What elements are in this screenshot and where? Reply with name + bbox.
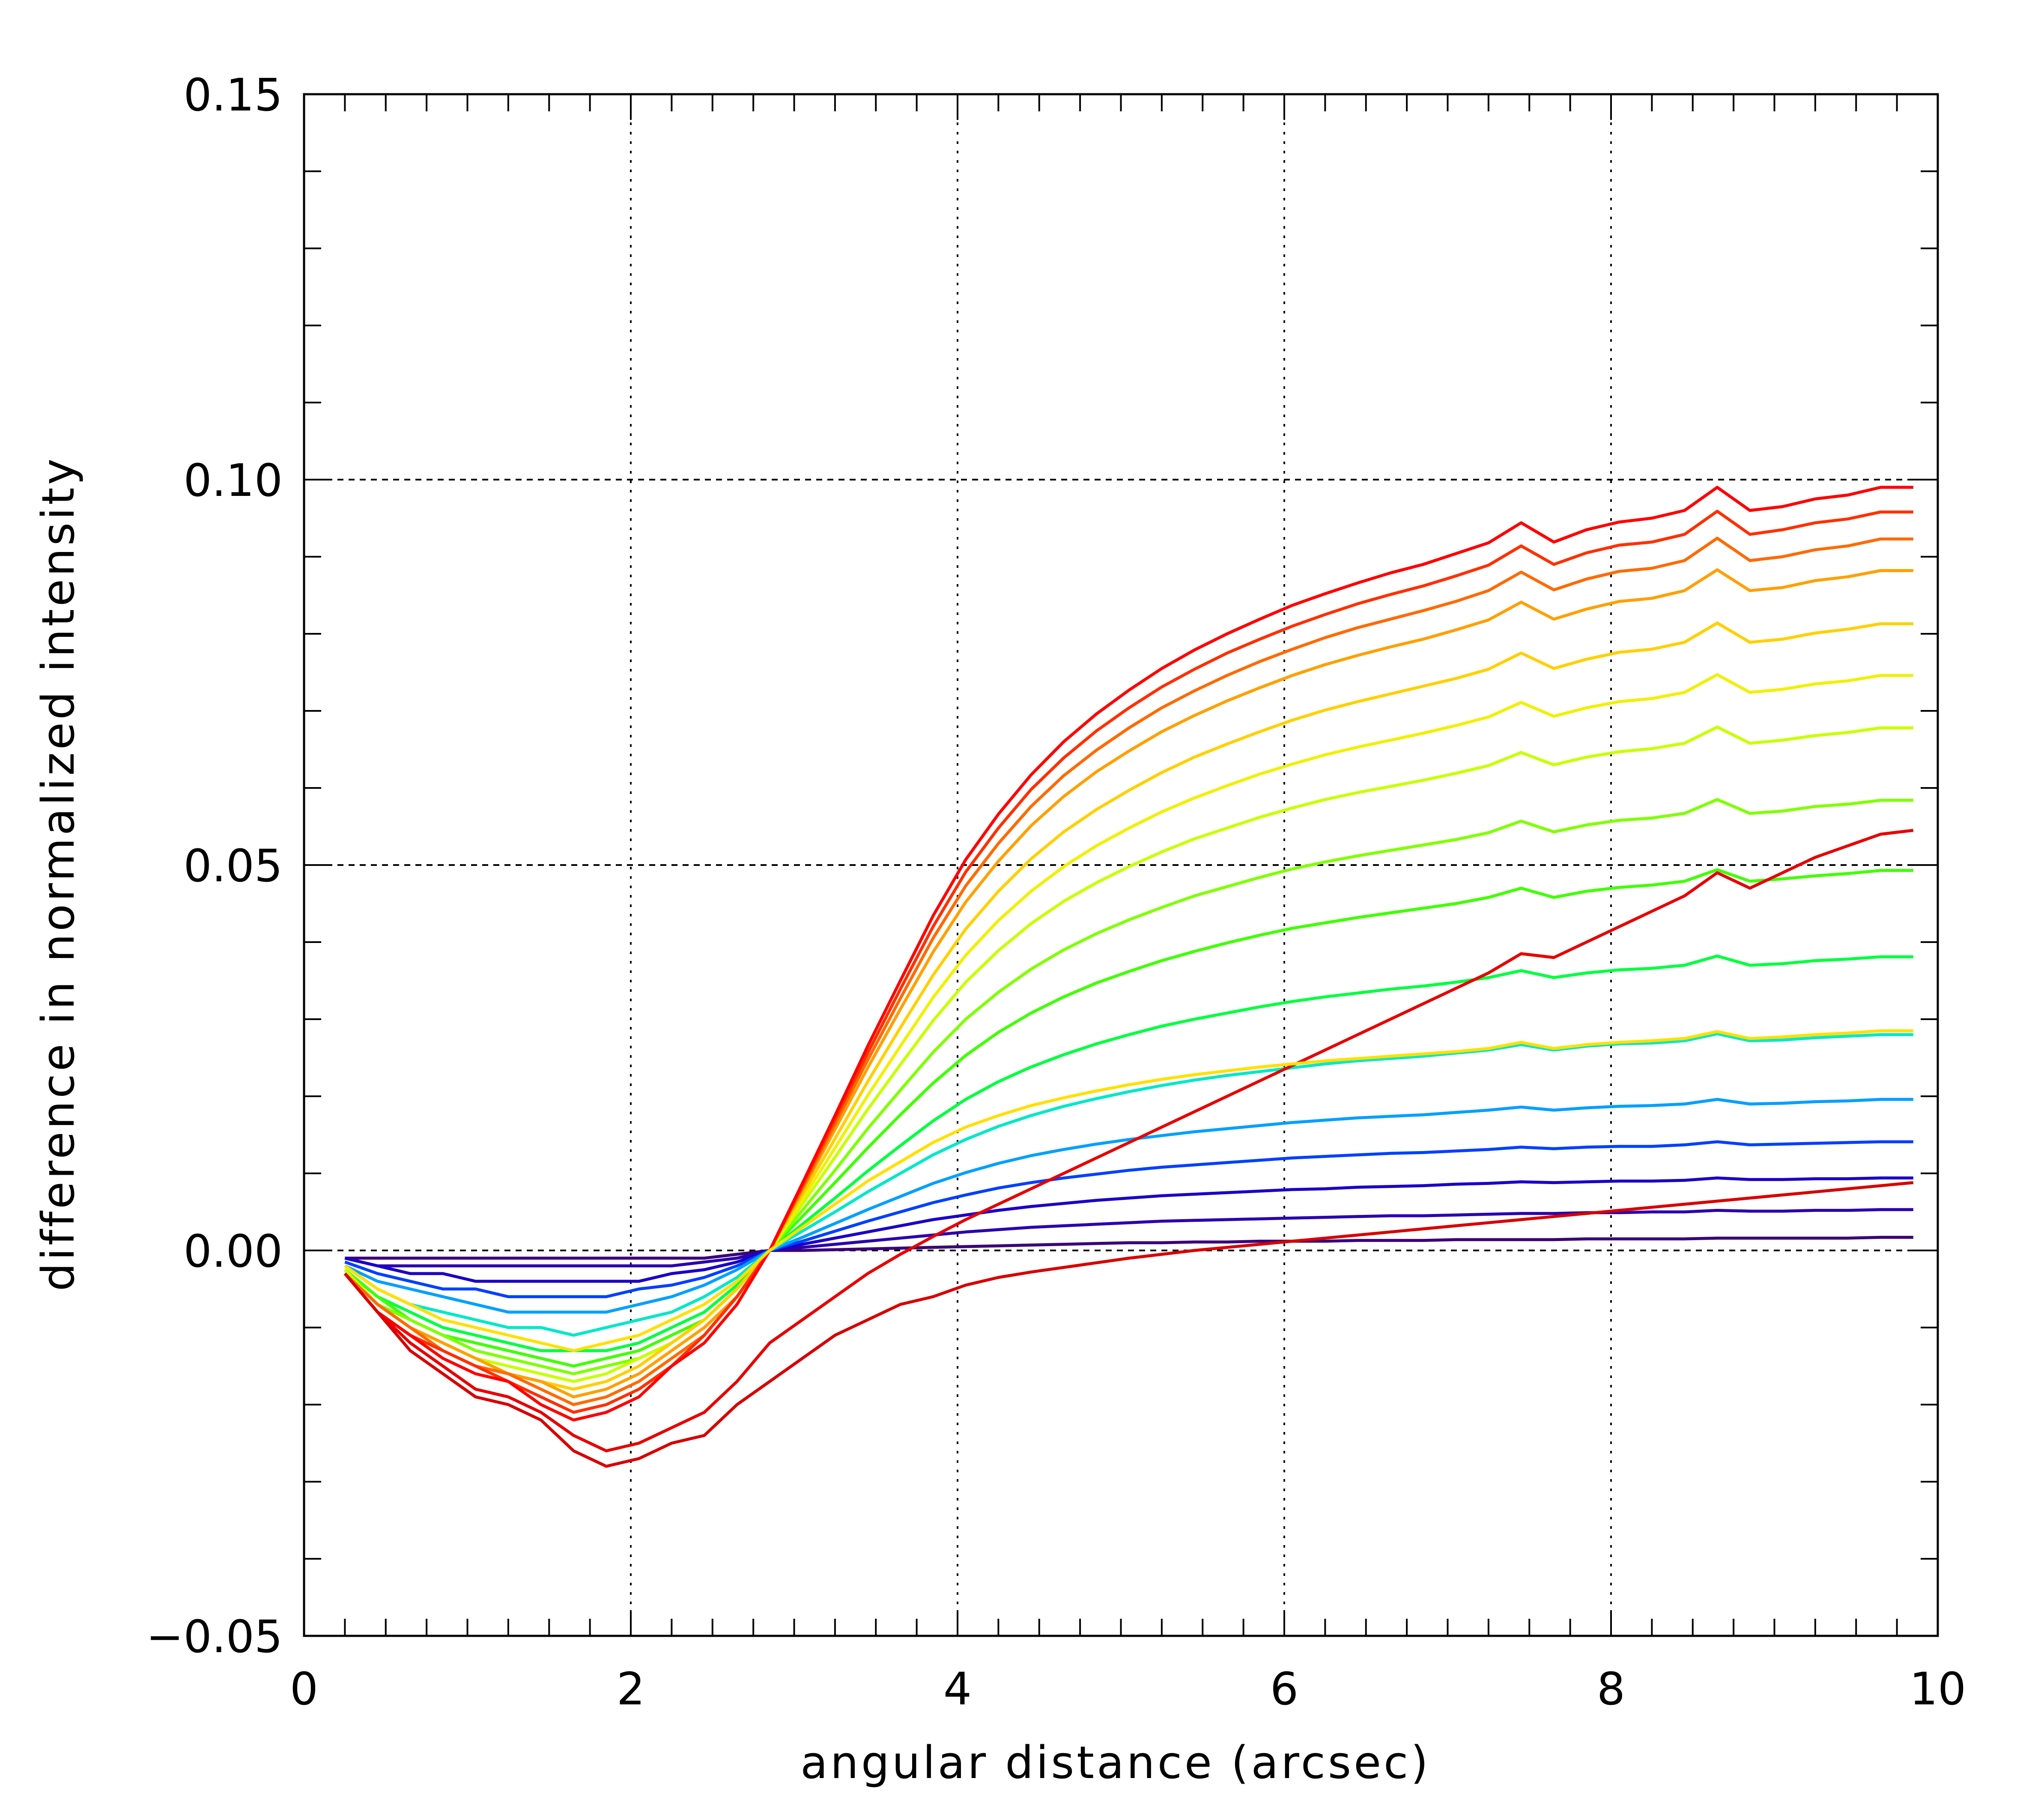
series-line-14 bbox=[343, 537, 1913, 1406]
y-tick-label: 0.15 bbox=[183, 69, 283, 121]
y-tick-label: 0.00 bbox=[183, 1225, 283, 1277]
series-line-19 bbox=[344, 1029, 1913, 1352]
series-line-7 bbox=[344, 954, 1913, 1352]
series-line-9 bbox=[343, 798, 1913, 1375]
axis-ticks bbox=[303, 93, 1939, 1637]
series-line-3 bbox=[344, 1176, 1913, 1283]
series-line-13 bbox=[343, 568, 1913, 1399]
x-tick-label: 10 bbox=[1910, 1663, 1966, 1715]
x-axis-label: angular distance (arcsec) bbox=[800, 1736, 1431, 1789]
x-tick-label: 2 bbox=[617, 1663, 645, 1715]
series-line-1 bbox=[345, 1235, 1913, 1260]
series-line-16 bbox=[343, 486, 1913, 1422]
tick-labels: 0 2 4 6 8 10 −0.05 0.00 0.05 0.10 0.15 bbox=[146, 69, 1966, 1715]
y-tick-label: 0.10 bbox=[183, 454, 283, 507]
x-tick-label: 4 bbox=[943, 1663, 972, 1715]
series-line-18 bbox=[343, 1181, 1914, 1468]
series-line-12 bbox=[343, 621, 1913, 1391]
series-line-17 bbox=[343, 829, 1914, 1453]
x-tick-label: 8 bbox=[1597, 1663, 1625, 1715]
x-tick-label: 6 bbox=[1270, 1663, 1298, 1715]
y-axis-label: difference in normalized intensity bbox=[32, 456, 84, 1291]
series-line-10 bbox=[343, 725, 1913, 1383]
series-line-6 bbox=[344, 1032, 1913, 1337]
series-line-4 bbox=[344, 1140, 1913, 1298]
series-line-8 bbox=[344, 868, 1913, 1368]
y-tick-label: 0.05 bbox=[183, 840, 283, 892]
grid-lines bbox=[304, 94, 1938, 1636]
series-line-15 bbox=[343, 510, 1913, 1414]
data-series bbox=[343, 486, 1914, 1468]
y-tick-label: −0.05 bbox=[146, 1611, 283, 1663]
series-line-5 bbox=[344, 1098, 1913, 1314]
series-line-2 bbox=[344, 1208, 1913, 1268]
x-tick-label: 0 bbox=[290, 1663, 318, 1715]
